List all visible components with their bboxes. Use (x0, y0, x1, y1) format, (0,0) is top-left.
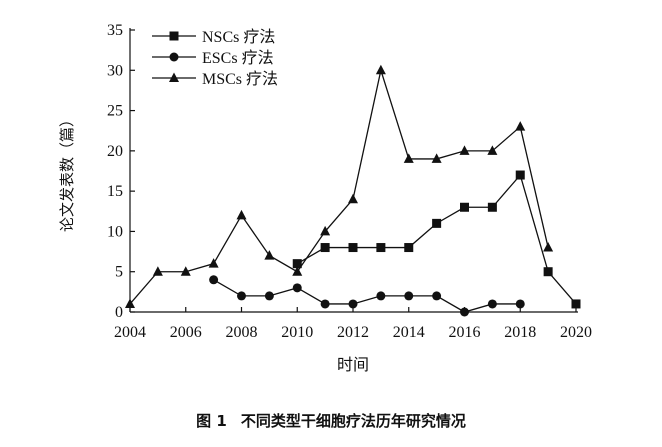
data-point (264, 250, 275, 260)
legend-label: NSCs 疗法 (202, 28, 275, 46)
x-tick-label: 2012 (337, 324, 369, 341)
data-point (487, 202, 497, 212)
data-point (515, 299, 525, 309)
line-chart: 0 5 10 15 20 25 30 35 2004 2006 2008 2010 2012 2014 20… (58, 22, 592, 374)
x-axis-label: 时间 (337, 356, 369, 374)
data-point (320, 243, 330, 253)
data-point (404, 291, 414, 301)
x-tick-label: 2020 (560, 324, 592, 341)
data-point (432, 291, 442, 301)
series-square (292, 170, 581, 309)
data-point (403, 153, 414, 163)
data-point (515, 121, 526, 131)
legend-entry: MSCs 疗法 (152, 70, 278, 88)
x-tick-label: 2018 (504, 324, 536, 341)
legend-marker (169, 72, 179, 82)
legend-label: ESCs 疗法 (202, 49, 274, 67)
data-point (376, 291, 386, 301)
series-triangle (125, 64, 554, 308)
data-point (125, 298, 135, 308)
data-point (404, 243, 414, 253)
y-tick-label: 10 (107, 223, 123, 240)
data-point (180, 266, 191, 276)
data-point (348, 193, 358, 204)
x-tick-label: 2008 (226, 324, 258, 341)
data-point (320, 225, 331, 236)
data-point (264, 291, 274, 301)
data-point (375, 64, 386, 75)
series-line (129, 67, 549, 305)
data-point (208, 258, 219, 268)
x-tick-label: 2014 (393, 324, 425, 341)
data-point (543, 242, 554, 252)
series-line (213, 279, 521, 313)
data-point (543, 267, 553, 277)
data-point (236, 209, 247, 220)
x-tick-label: 2016 (449, 324, 481, 341)
data-point (348, 299, 358, 309)
figure-title: 不同类型干细胞疗法历年研究情况 (240, 412, 466, 430)
y-tick-label: 15 (107, 183, 123, 200)
y-tick-label: 20 (107, 143, 123, 160)
chart-axes: 0 5 10 15 20 25 30 35 2004 2006 2008 2010 2012 2014 20… (107, 22, 592, 341)
data-point (237, 291, 246, 301)
figure-caption: 图 1 不同类型干细胞疗法历年研究情况 (0, 410, 662, 431)
legend-entry: NSCs 疗法 (152, 28, 275, 46)
series-line (296, 173, 577, 305)
data-point (460, 202, 469, 212)
series-circle (209, 275, 525, 317)
data-point (460, 307, 469, 317)
legend-label: MSCs 疗法 (202, 70, 278, 88)
x-tick-label: 2010 (281, 324, 313, 341)
legend-marker (169, 52, 179, 62)
figure-number: 图 1 (196, 412, 227, 430)
y-tick-label: 35 (107, 22, 123, 39)
legend-marker (169, 31, 179, 41)
data-point (376, 243, 386, 253)
data-point (320, 299, 330, 309)
data-point (487, 299, 497, 309)
data-point (431, 153, 442, 163)
y-tick-label: 0 (115, 304, 123, 321)
data-point (292, 283, 302, 293)
data-point (459, 145, 470, 155)
chart-series (125, 64, 581, 317)
y-tick-label: 25 (107, 103, 123, 120)
data-point (209, 275, 219, 285)
x-tick-label: 2004 (114, 324, 146, 341)
data-point (348, 243, 358, 253)
data-point (152, 266, 163, 276)
data-point (292, 259, 302, 269)
data-point (487, 145, 498, 155)
x-tick-label: 2006 (170, 324, 202, 341)
data-point (515, 170, 525, 180)
data-point (432, 218, 442, 228)
legend-entry: ESCs 疗法 (152, 49, 274, 67)
y-axis-label: 论文发表数（篇） (58, 112, 76, 232)
y-tick-label: 5 (115, 264, 123, 281)
data-point (571, 299, 581, 309)
chart-legend: NSCs 疗法 ESCs 疗法 MSCs 疗法 (152, 28, 278, 88)
y-tick-label: 30 (107, 62, 123, 79)
data-point (292, 266, 303, 276)
